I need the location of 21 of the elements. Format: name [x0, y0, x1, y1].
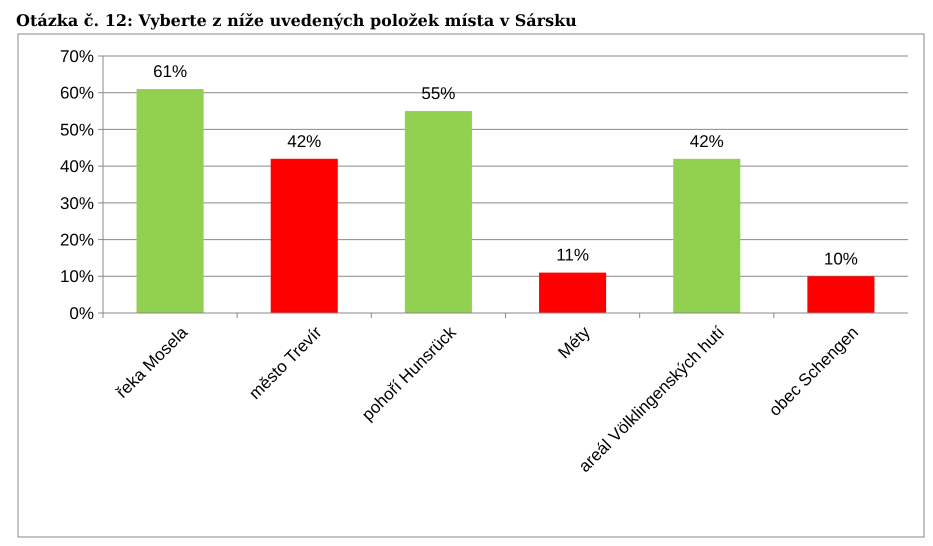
- y-tick-label: 10%: [60, 267, 94, 286]
- bar: [539, 272, 606, 313]
- y-tick-label: 40%: [60, 157, 94, 176]
- data-label: 42%: [690, 132, 724, 151]
- data-label: 61%: [153, 62, 188, 82]
- bar: [807, 276, 874, 313]
- data-label: 55%: [421, 84, 456, 104]
- bar: [270, 158, 338, 313]
- bar: [673, 158, 740, 313]
- y-tick-label: 50%: [60, 120, 94, 140]
- y-tick-label: 20%: [60, 230, 94, 250]
- y-tick-label: 70%: [60, 46, 94, 66]
- y-tick-label: 30%: [60, 194, 94, 213]
- chart-title: Otázka č. 12: Vyberte z níže uvedených položek místa v Sársku: [16, 11, 578, 30]
- data-label: 11%: [556, 246, 589, 265]
- bar: [136, 89, 204, 313]
- bar: [404, 111, 472, 313]
- data-label: 10%: [824, 249, 858, 268]
- y-tick-label: 0%: [69, 304, 94, 323]
- data-label: 42%: [287, 132, 322, 151]
- y-tick-label: 60%: [60, 84, 94, 103]
